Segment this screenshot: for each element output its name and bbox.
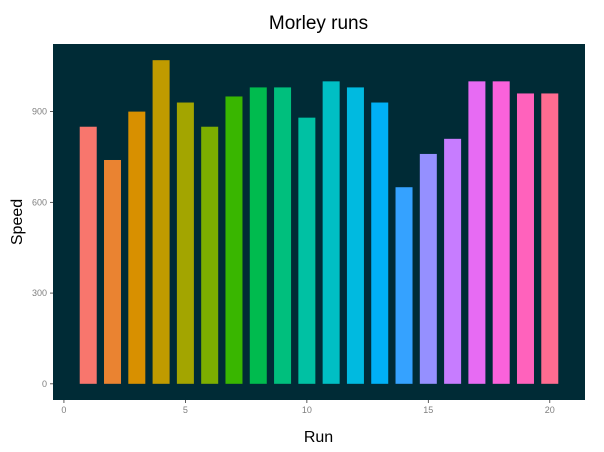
y-tick-label: 900 xyxy=(32,107,47,117)
bar-run-7 xyxy=(225,96,243,384)
bars-group xyxy=(79,60,559,384)
y-tick-label: 300 xyxy=(32,288,47,298)
y-tick-label: 0 xyxy=(42,379,47,389)
y-axis-title: Speed xyxy=(9,199,26,245)
bar-run-19 xyxy=(516,93,534,384)
bar-run-15 xyxy=(419,153,437,384)
bar-run-17 xyxy=(468,81,486,384)
bar-run-8 xyxy=(249,87,267,384)
bar-run-16 xyxy=(444,138,462,384)
x-axis-title: Run xyxy=(304,429,333,446)
y-axis: 0 300 600 900 xyxy=(32,107,53,389)
bar-run-4 xyxy=(152,60,170,384)
y-tick-label: 600 xyxy=(32,197,47,207)
chart-title: Morley runs xyxy=(269,13,368,34)
x-tick-label: 10 xyxy=(302,405,312,415)
bar-run-11 xyxy=(322,81,340,384)
bar-run-5 xyxy=(176,102,194,384)
x-axis: 0 5 10 15 20 xyxy=(61,400,555,415)
bar-run-1 xyxy=(79,126,97,384)
x-tick-label: 5 xyxy=(183,405,188,415)
bar-run-6 xyxy=(201,126,219,384)
bar-run-10 xyxy=(298,117,316,384)
bar-run-12 xyxy=(346,87,364,384)
bar-run-20 xyxy=(541,93,559,384)
x-tick-label: 20 xyxy=(545,405,555,415)
bar-run-13 xyxy=(371,102,389,384)
x-tick-label: 15 xyxy=(423,405,433,415)
x-tick-label: 0 xyxy=(61,405,66,415)
bar-run-18 xyxy=(492,81,510,384)
bar-run-3 xyxy=(128,111,146,384)
bar-run-14 xyxy=(395,187,413,384)
bar-run-2 xyxy=(104,159,122,384)
bar-run-9 xyxy=(274,87,292,384)
